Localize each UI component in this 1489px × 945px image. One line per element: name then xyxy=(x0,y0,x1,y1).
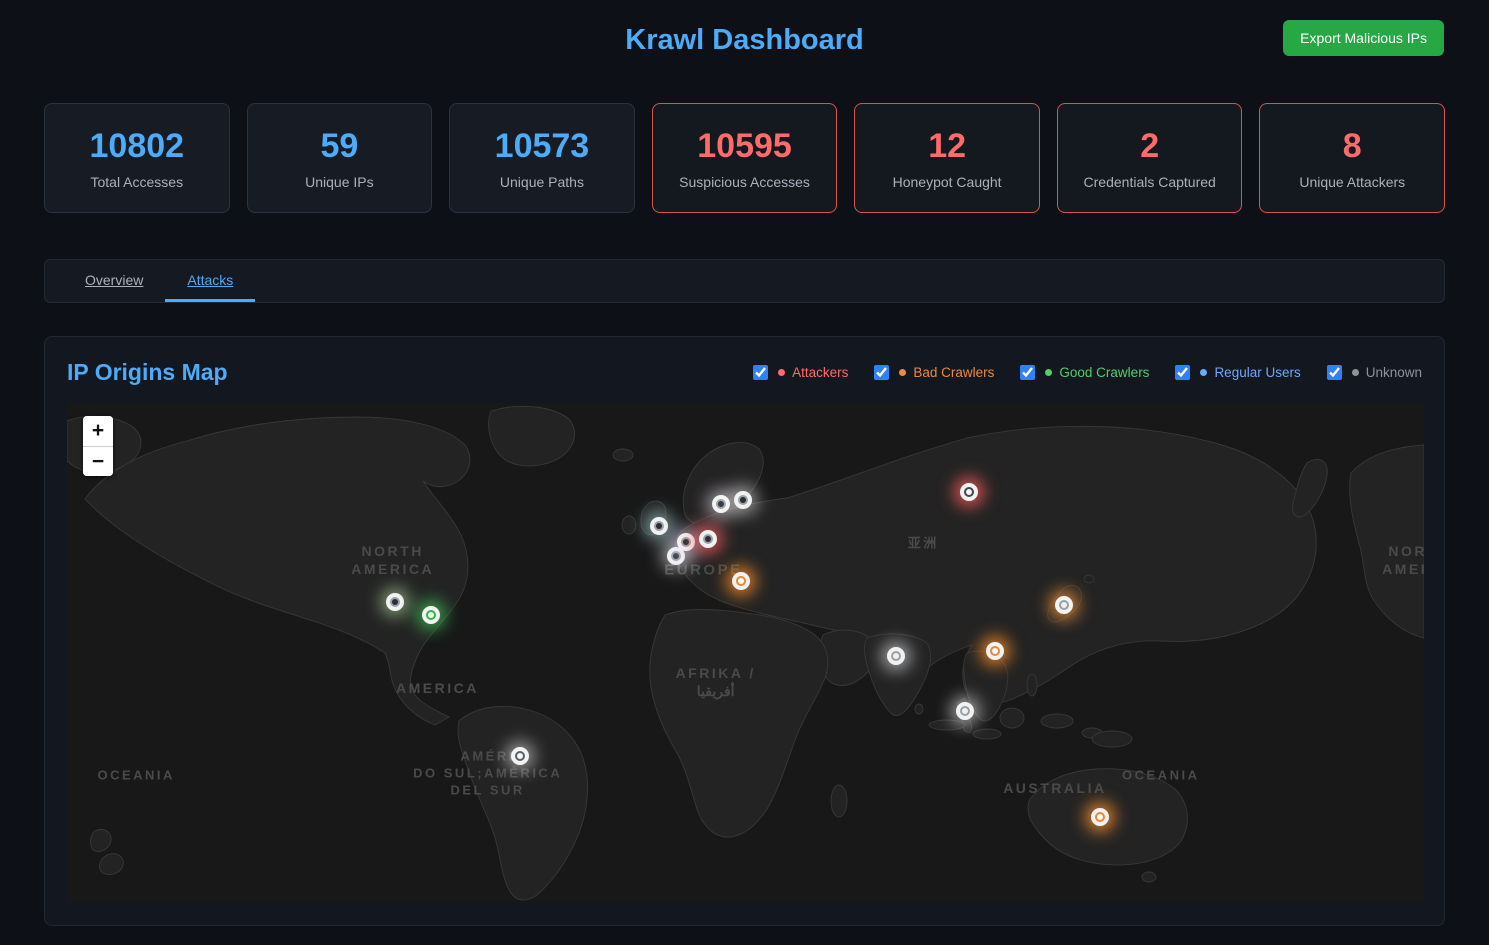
marker-center-dot xyxy=(966,488,973,495)
stat-card-unique-attackers: 8 Unique Attackers xyxy=(1259,103,1446,213)
ip-origins-map-card: IP Origins Map Attackers Bad Crawlers Go… xyxy=(44,336,1445,926)
map-marker[interactable] xyxy=(1090,808,1109,827)
marker-center-dot xyxy=(1061,602,1068,609)
legend-item-bad-crawlers[interactable]: Bad Crawlers xyxy=(874,364,995,380)
stat-value: 10595 xyxy=(697,126,792,165)
marker-center-dot xyxy=(392,599,399,606)
stat-value: 2 xyxy=(1140,126,1160,165)
stat-card-unique-ips: 59 Unique IPs xyxy=(246,103,433,213)
marker-center-dot xyxy=(704,536,711,543)
map-marker[interactable] xyxy=(421,606,440,625)
export-malicious-ips-button[interactable]: Export Malicious IPs xyxy=(1283,20,1444,56)
bad-crawlers-checkbox[interactable] xyxy=(874,364,890,380)
legend-dot xyxy=(1351,368,1359,376)
page-title: Krawl Dashboard xyxy=(625,24,864,56)
stat-card-credentials-captured: 2 Credentials Captured xyxy=(1056,103,1243,213)
map-zoom-control: + − xyxy=(83,416,113,476)
marker-center-dot xyxy=(517,752,524,759)
stat-value: 59 xyxy=(320,126,359,165)
stat-label: Honeypot Caught xyxy=(892,173,1002,190)
map-marker[interactable] xyxy=(986,642,1005,660)
stat-card-suspicious-accesses: 10595 Suspicious Accesses xyxy=(651,103,838,213)
map-marker[interactable] xyxy=(676,533,695,552)
stat-label: Unique IPs xyxy=(305,173,374,190)
stats-row: 10802 Total Accesses 59 Unique IPs 10573… xyxy=(44,103,1446,213)
attackers-checkbox[interactable] xyxy=(753,364,769,380)
map-marker[interactable] xyxy=(511,746,530,765)
zoom-in-button[interactable]: + xyxy=(83,416,113,446)
marker-center-dot xyxy=(1096,814,1103,821)
regular-users-checkbox[interactable] xyxy=(1175,364,1191,380)
stat-card-total-accesses: 10802 Total Accesses xyxy=(44,103,230,213)
legend-label: Good Crawlers xyxy=(1059,364,1150,380)
legend-dot xyxy=(899,368,907,376)
map-marker[interactable] xyxy=(960,482,979,501)
map-card-header: IP Origins Map Attackers Bad Crawlers Go… xyxy=(67,355,1422,389)
stat-label: Total Accesses xyxy=(90,173,184,190)
stat-label: Unique Paths xyxy=(499,173,584,190)
legend-dot xyxy=(1045,368,1053,376)
marker-center-dot xyxy=(718,500,725,507)
marker-center-dot xyxy=(992,648,999,654)
stat-value: 10573 xyxy=(494,126,590,165)
legend-item-unknown[interactable]: Unknown xyxy=(1326,364,1422,380)
unknown-checkbox[interactable] xyxy=(1326,364,1342,380)
marker-center-dot xyxy=(682,539,689,546)
stat-label: Unique Attackers xyxy=(1299,173,1406,190)
marker-center-dot xyxy=(738,578,745,585)
header: Krawl Dashboard Export Malicious IPs xyxy=(0,0,1489,85)
stat-card-honeypot-caught: 12 Honeypot Caught xyxy=(854,103,1040,213)
map-marker[interactable] xyxy=(649,517,668,536)
marker-center-dot xyxy=(739,496,746,503)
legend-item-regular-users[interactable]: Regular Users xyxy=(1175,364,1301,380)
tab-attacks[interactable]: Attacks xyxy=(165,260,256,302)
map-legend: Attackers Bad Crawlers Good Crawlers Reg… xyxy=(753,364,1422,380)
tab-bar: Overview Attacks xyxy=(44,259,1445,303)
map-marker[interactable] xyxy=(386,593,405,612)
marker-center-dot xyxy=(893,652,900,659)
good-crawlers-checkbox[interactable] xyxy=(1020,364,1036,380)
map-marker[interactable] xyxy=(887,646,906,665)
stat-label: Suspicious Accesses xyxy=(679,173,810,190)
world-map xyxy=(67,405,1424,901)
stat-value: 8 xyxy=(1342,126,1362,165)
stat-value: 12 xyxy=(928,126,967,165)
map-marker[interactable] xyxy=(712,494,731,513)
map-title: IP Origins Map xyxy=(67,358,228,385)
map-marker[interactable] xyxy=(1055,596,1074,615)
legend-item-good-crawlers[interactable]: Good Crawlers xyxy=(1020,364,1150,380)
legend-label: Unknown xyxy=(1365,364,1422,380)
stat-card-unique-paths: 10573 Unique Paths xyxy=(449,103,635,213)
map-marker[interactable] xyxy=(956,701,975,720)
map-marker[interactable] xyxy=(698,530,717,549)
marker-center-dot xyxy=(962,707,969,714)
stat-label: Credentials Captured xyxy=(1083,173,1216,190)
legend-dot xyxy=(778,368,786,376)
map-marker[interactable] xyxy=(667,547,686,566)
legend-label: Bad Crawlers xyxy=(913,364,995,380)
marker-center-dot xyxy=(655,523,662,530)
marker-center-dot xyxy=(673,553,680,560)
tab-overview[interactable]: Overview xyxy=(85,271,144,288)
zoom-out-button[interactable]: − xyxy=(83,446,113,476)
map-marker[interactable] xyxy=(733,490,752,509)
stat-value: 10802 xyxy=(89,126,185,165)
map-canvas[interactable]: + − NORTH AMERICA AMERICA OCEANIA EUROPE AFR… xyxy=(67,403,1424,902)
marker-center-dot xyxy=(427,612,434,619)
map-marker[interactable] xyxy=(732,572,751,591)
legend-label: Attackers xyxy=(792,364,849,380)
legend-item-attackers[interactable]: Attackers xyxy=(753,364,849,380)
legend-dot xyxy=(1200,368,1208,376)
legend-label: Regular Users xyxy=(1214,364,1301,380)
